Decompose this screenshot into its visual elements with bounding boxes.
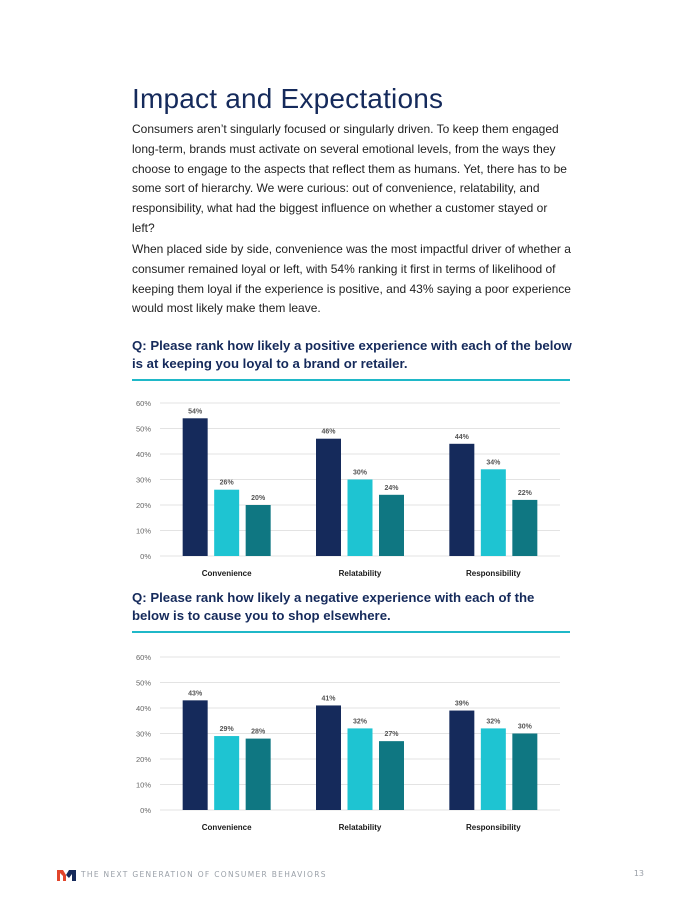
footer-publication-title: THE NEXT GENERATION OF CONSUMER BEHAVIOR…	[81, 870, 327, 879]
data-label: 34%	[486, 459, 501, 466]
y-axis-tick-label: 0%	[140, 806, 151, 815]
bar-series-c	[379, 741, 404, 810]
question-negative-experience: Q: Please rank how likely a negative exp…	[132, 590, 535, 623]
bar-series-b	[214, 489, 240, 556]
y-axis-tick-label: 20%	[136, 755, 151, 764]
y-axis-tick-label: 40%	[136, 704, 151, 713]
question-underline	[132, 631, 570, 633]
y-axis-tick-label: 0%	[140, 552, 151, 561]
data-label: 27%	[384, 731, 399, 738]
bar-series-a	[449, 710, 475, 810]
data-label: 28%	[251, 729, 266, 736]
x-axis-category-label: Relatability	[339, 569, 382, 578]
bar-series-a	[316, 438, 341, 556]
data-label: 54%	[188, 408, 203, 415]
negative-experience-chart-svg: 0% 10% 20% 30% 40% 50% 60% 43% 29% 28% Convenience…	[136, 653, 560, 832]
negative-experience-chart: 0% 10% 20% 30% 40% 50% 60% 43% 29% 28% Convenience…	[130, 647, 570, 837]
page-footer: THE NEXT GENERATION OF CONSUMER BEHAVIOR…	[57, 866, 657, 886]
y-axis-tick-label: 60%	[136, 399, 151, 408]
y-axis-tick-label: 50%	[136, 425, 151, 434]
data-label: 20%	[251, 495, 266, 502]
bar-series-b	[347, 728, 373, 810]
question-underline	[132, 379, 570, 381]
y-axis-tick-label: 10%	[136, 781, 151, 790]
x-axis-category-label: Convenience	[202, 823, 252, 832]
bar-series-b	[480, 728, 506, 810]
page-number: 13	[633, 869, 644, 878]
bar-series-b	[347, 479, 373, 556]
y-axis-tick-label: 40%	[136, 450, 151, 459]
bar-series-a	[449, 443, 475, 556]
y-axis-tick-label: 60%	[136, 653, 151, 662]
page-title: Impact and Expectations	[132, 83, 444, 114]
bar-series-c	[379, 494, 404, 556]
y-axis-tick-label: 10%	[136, 527, 151, 536]
intro-paragraph: Consumers aren’t singularly focused or s…	[132, 122, 567, 235]
bar-series-c	[512, 499, 538, 556]
bar-series-a	[182, 418, 208, 556]
y-axis-tick-label: 50%	[136, 679, 151, 688]
y-axis-tick-label: 30%	[136, 730, 151, 739]
x-axis-category-label: Relatability	[339, 823, 382, 832]
data-label: 30%	[518, 724, 533, 731]
data-label: 43%	[188, 690, 203, 697]
positive-experience-chart-svg: 0% 10% 20% 30% 40% 50% 60% 54% 26% 20% Convenience…	[136, 399, 560, 578]
x-axis-category-label: Responsibility	[466, 823, 521, 832]
bar-series-b	[214, 736, 240, 810]
brand-logo-icon	[57, 870, 76, 881]
y-axis-tick-label: 30%	[136, 476, 151, 485]
findings-paragraph: When placed side by side, convenience wa…	[132, 242, 571, 316]
bar-series-c	[512, 733, 538, 810]
bar-series-a	[316, 705, 341, 810]
data-label: 41%	[321, 695, 336, 702]
data-label: 44%	[455, 434, 470, 441]
data-label: 32%	[353, 718, 368, 725]
data-label: 39%	[455, 701, 470, 708]
x-axis-category-label: Convenience	[202, 569, 252, 578]
bar-series-c	[245, 738, 271, 810]
positive-experience-chart: 0% 10% 20% 30% 40% 50% 60% 54% 26% 20% Convenience…	[130, 393, 570, 583]
x-axis-category-label: Responsibility	[466, 569, 521, 578]
data-label: 22%	[518, 490, 533, 497]
bar-series-b	[480, 469, 506, 556]
y-axis-tick-label: 20%	[136, 501, 151, 510]
data-label: 24%	[384, 485, 399, 492]
data-label: 29%	[220, 726, 235, 733]
data-label: 46%	[321, 429, 336, 436]
bar-series-c	[245, 505, 271, 556]
data-label: 32%	[486, 718, 501, 725]
data-label: 26%	[220, 480, 235, 487]
bar-series-a	[182, 700, 208, 810]
question-positive-experience: Q: Please rank how likely a positive exp…	[132, 338, 572, 371]
data-label: 30%	[353, 470, 368, 477]
